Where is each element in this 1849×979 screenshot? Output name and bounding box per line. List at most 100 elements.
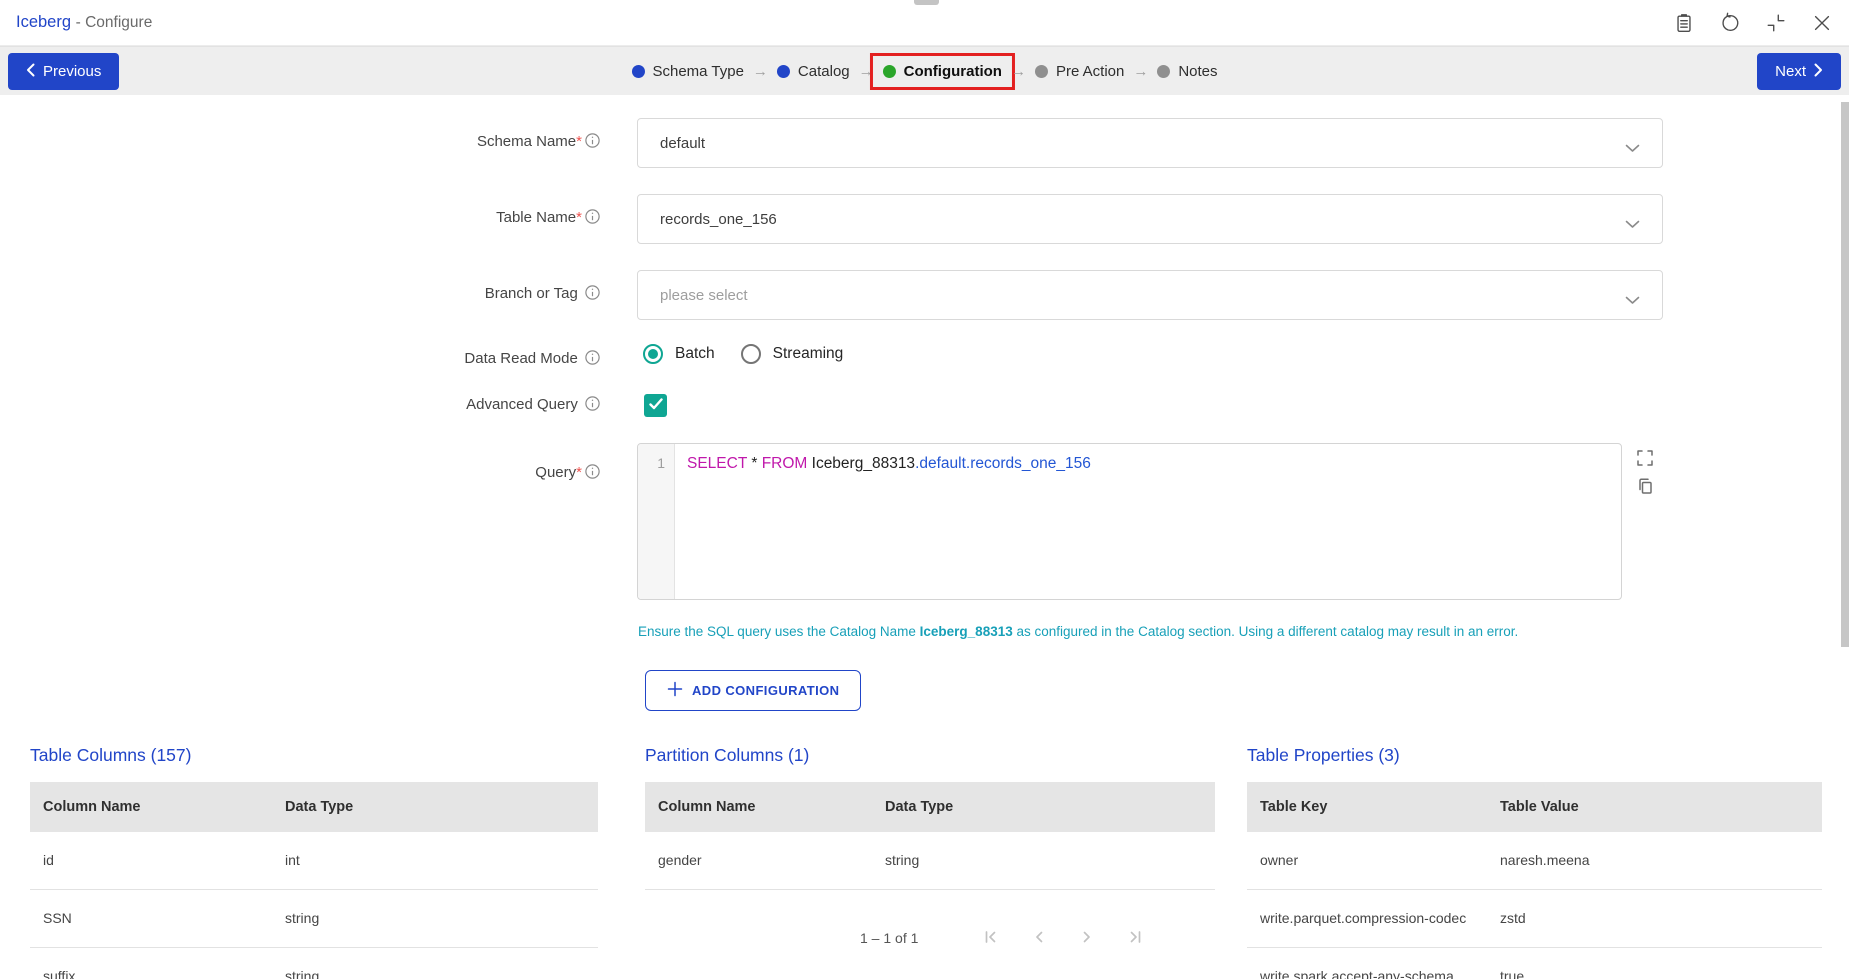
pagination-range-label: 1 – 1 of 1 — [860, 930, 919, 946]
info-icon — [585, 285, 600, 304]
info-icon — [585, 396, 600, 415]
add-configuration-label: ADD CONFIGURATION — [692, 683, 840, 698]
expand-editor-icon[interactable] — [1636, 449, 1656, 469]
plus-icon — [667, 681, 683, 700]
table-name-label: Table Name* — [0, 209, 600, 228]
next-page-icon[interactable] — [1078, 928, 1100, 950]
last-page-icon[interactable] — [1126, 928, 1148, 950]
add-configuration-button[interactable]: ADD CONFIGURATION — [645, 670, 862, 711]
partition-columns-table: Column Name Data Type gender string — [645, 782, 1215, 890]
checkmark-icon — [648, 397, 663, 415]
vertical-scrollbar[interactable] — [1841, 102, 1849, 647]
table-row: write.parquet.compression-codec zstd — [1247, 890, 1822, 948]
table-row: write.spark.accept-any-schema true — [1247, 948, 1822, 979]
sql-query-line: SELECT * FROM Iceberg_88313.default.reco… — [687, 455, 1091, 472]
chevron-down-icon — [1625, 216, 1640, 233]
column-header: Table Key — [1260, 799, 1328, 815]
radio-streaming[interactable]: Streaming — [740, 344, 844, 364]
step-arrow-icon: → — [1010, 62, 1026, 80]
wizard-steps: Schema Type → Catalog → Configuration → … — [631, 47, 1218, 95]
table-row: suffix string — [30, 948, 598, 979]
copy-query-icon[interactable] — [1636, 477, 1656, 497]
previous-button[interactable]: Previous — [8, 53, 120, 90]
required-marker: * — [576, 209, 582, 226]
info-icon — [585, 350, 600, 369]
info-icon — [585, 464, 600, 483]
step-label: Schema Type — [652, 62, 744, 80]
table-header: Column Name Data Type — [645, 782, 1215, 832]
app-name: Iceberg — [16, 13, 72, 31]
editor-gutter: 1 — [638, 444, 675, 599]
partition-columns-pagination: 1 – 1 of 1 — [645, 922, 1215, 962]
info-icon — [585, 209, 600, 228]
table-row: gender string — [645, 832, 1215, 890]
step-arrow-icon: → — [752, 62, 768, 80]
step-dot-active-icon — [882, 64, 896, 78]
step-arrow-icon: → — [1133, 62, 1149, 80]
advanced-query-label: Advanced Query — [0, 396, 600, 415]
chevron-left-icon — [26, 63, 35, 81]
page-subtitle: - Configure — [75, 14, 153, 31]
step-dot-done-icon — [631, 64, 645, 78]
step-label: Pre Action — [1055, 62, 1125, 80]
column-header: Column Name — [43, 799, 141, 815]
close-icon[interactable] — [1809, 10, 1835, 36]
topbar: Iceberg - Configure — [0, 0, 1849, 46]
notes-icon[interactable] — [1671, 10, 1697, 36]
table-properties-title: Table Properties (3) — [1247, 745, 1400, 765]
next-button[interactable]: Next — [1757, 53, 1841, 90]
step-dot-pending-icon — [1034, 64, 1048, 78]
step-label: Notes — [1178, 62, 1218, 80]
table-properties-table: Table Key Table Value owner naresh.meena… — [1247, 782, 1822, 979]
step-label: Catalog — [797, 62, 850, 80]
advanced-query-checkbox[interactable] — [644, 394, 667, 417]
chevron-down-icon — [1625, 292, 1640, 309]
branch-or-tag-label: Branch or Tag — [0, 285, 600, 304]
table-name-value: records_one_156 — [660, 210, 777, 228]
step-dot-pending-icon — [1157, 64, 1171, 78]
info-icon — [585, 133, 600, 152]
wizard-stepper-bar: Previous Schema Type → Catalog → Configu… — [0, 46, 1849, 95]
step-notes[interactable]: Notes — [1157, 62, 1218, 80]
radio-selected-icon — [643, 344, 663, 364]
previous-page-icon[interactable] — [1030, 928, 1052, 950]
first-page-icon[interactable] — [982, 928, 1004, 950]
table-header: Column Name Data Type — [30, 782, 598, 832]
table-row: owner naresh.meena — [1247, 832, 1822, 890]
partition-columns-title: Partition Columns (1) — [645, 745, 810, 765]
step-schema-type[interactable]: Schema Type — [631, 62, 744, 80]
required-marker: * — [576, 464, 582, 481]
column-header: Data Type — [285, 799, 354, 815]
catalog-hint-text: Ensure the SQL query uses the Catalog Na… — [638, 624, 1519, 639]
radio-batch[interactable]: Batch — [643, 344, 715, 364]
data-read-mode-label: Data Read Mode — [0, 350, 600, 369]
table-name-select[interactable]: records_one_156 — [637, 194, 1663, 244]
branch-or-tag-placeholder: please select — [660, 286, 748, 304]
radio-unselected-icon — [740, 344, 761, 364]
table-columns-title: Table Columns (157) — [30, 745, 192, 765]
radio-streaming-label: Streaming — [772, 345, 844, 362]
step-label: Configuration — [903, 62, 1002, 80]
chevron-down-icon — [1625, 140, 1640, 157]
required-marker: * — [576, 133, 582, 150]
step-pre-action[interactable]: Pre Action — [1034, 62, 1125, 80]
branch-or-tag-select[interactable]: please select — [637, 270, 1663, 320]
compress-icon[interactable] — [1763, 10, 1789, 36]
query-label: Query* — [0, 464, 600, 483]
step-catalog[interactable]: Catalog — [776, 62, 850, 80]
reset-icon[interactable] — [1717, 10, 1743, 36]
column-header: Column Name — [658, 799, 756, 815]
previous-button-label: Previous — [43, 63, 102, 80]
table-row: id int — [30, 832, 598, 890]
next-button-label: Next — [1775, 63, 1806, 80]
window-drag-handle — [914, 0, 939, 5]
data-read-mode-group: Batch Streaming — [643, 344, 843, 364]
query-editor[interactable]: 1 SELECT * FROM Iceberg_88313.default.re… — [637, 443, 1622, 600]
schema-name-select[interactable]: default — [637, 118, 1663, 168]
step-dot-done-icon — [776, 64, 790, 78]
table-header: Table Key Table Value — [1247, 782, 1822, 832]
schema-name-label: Schema Name* — [0, 133, 600, 152]
catalog-name: Iceberg_88313 — [919, 624, 1013, 639]
step-configuration-highlighted[interactable]: Configuration — [869, 52, 1015, 90]
